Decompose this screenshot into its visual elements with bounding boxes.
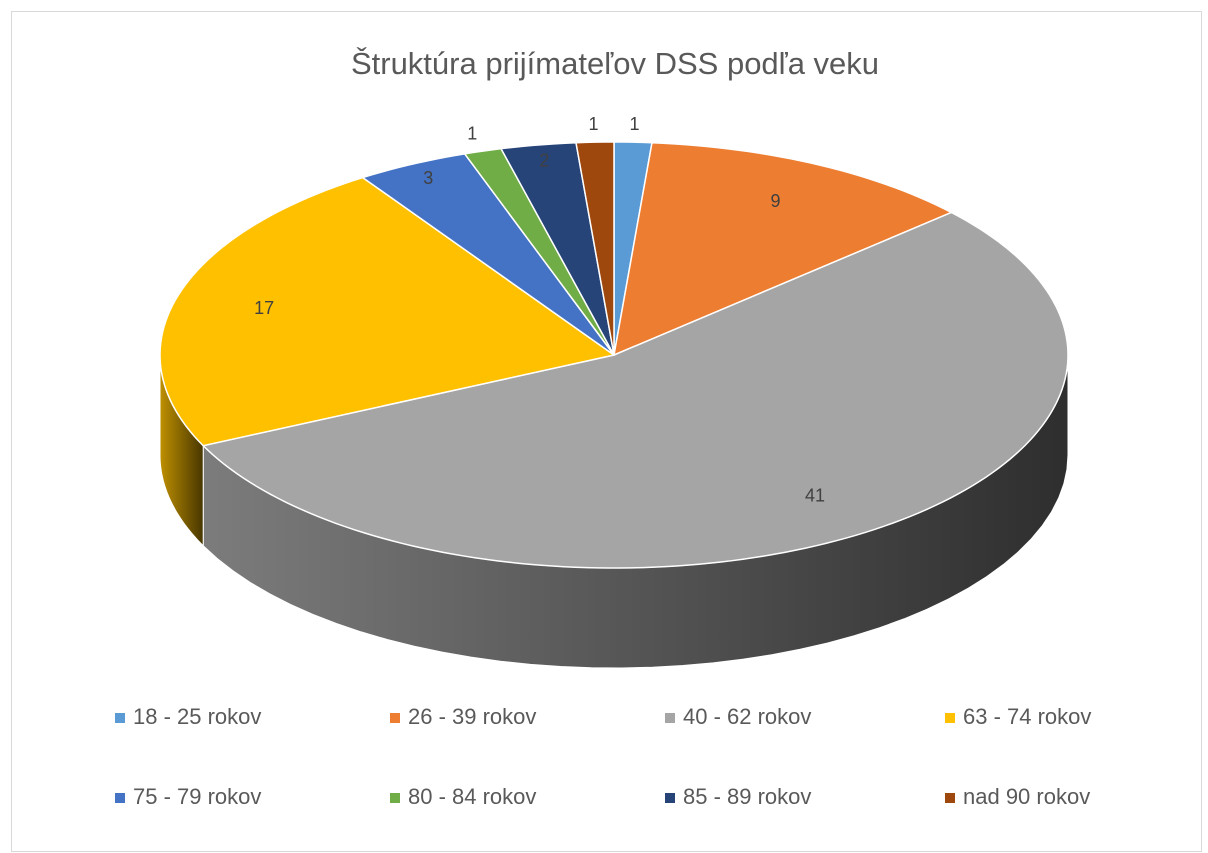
- legend-swatch: [665, 793, 675, 803]
- legend-label: nad 90 rokov: [963, 784, 1090, 809]
- pie-slice: [201, 211, 1069, 569]
- pie-slice: [499, 141, 615, 356]
- data-label: 17: [254, 298, 274, 318]
- legend-swatch: [390, 713, 400, 723]
- data-label: 41: [805, 486, 825, 506]
- data-label: 1: [588, 114, 598, 134]
- pie-slice: [575, 141, 615, 356]
- legend-swatch: [945, 793, 955, 803]
- legend-label: 63 - 74 rokov: [963, 704, 1091, 729]
- legend-swatch: [115, 713, 125, 723]
- data-label: 2: [539, 151, 549, 171]
- legend-swatch: [390, 793, 400, 803]
- legend-label: 26 - 39 rokov: [408, 704, 536, 729]
- pie-slice: [613, 141, 954, 357]
- legend-label: 40 - 62 rokov: [683, 704, 811, 729]
- legend-swatch: [945, 713, 955, 723]
- data-label: 9: [770, 191, 780, 211]
- legend-label: 85 - 89 rokov: [683, 784, 811, 809]
- legend-swatch: [115, 793, 125, 803]
- legend-swatch: [665, 713, 675, 723]
- data-label: 1: [467, 124, 477, 144]
- chart-title: Štruktúra prijímateľov DSS podľa veku: [351, 46, 879, 81]
- pie-slice: [361, 153, 615, 356]
- legend-label: 80 - 84 rokov: [408, 784, 536, 809]
- legend-label: 18 - 25 rokov: [133, 704, 261, 729]
- data-label: 1: [630, 114, 640, 134]
- pie-slice: [159, 176, 616, 447]
- data-label: 3: [423, 168, 433, 188]
- legend-label: 75 - 79 rokov: [133, 784, 261, 809]
